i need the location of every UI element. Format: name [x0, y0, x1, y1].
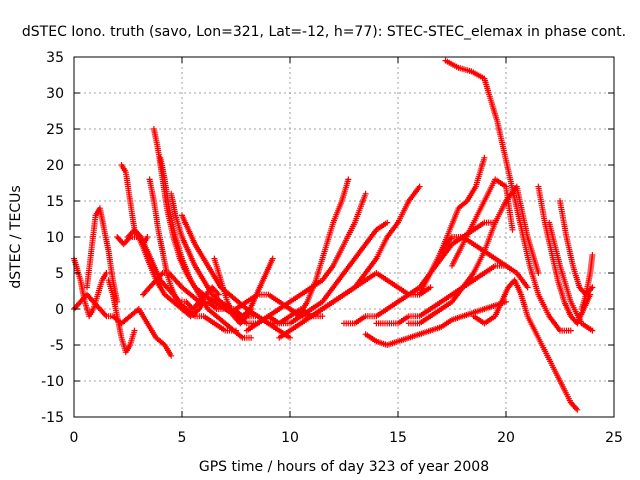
- series-markers: [546, 219, 596, 334]
- x-tick-label: 25: [605, 430, 623, 446]
- y-tick-labels: -15 -10 -5 0 5 10 15 20 25 30 35: [41, 50, 64, 426]
- data-markers: [71, 57, 596, 413]
- chart-title: dSTEC Iono. truth (savo, Lon=321, Lat=-1…: [22, 24, 626, 40]
- x-tick-label: 0: [70, 430, 79, 446]
- series-16: [243, 190, 369, 334]
- y-tick-label: 20: [46, 158, 64, 174]
- series-21: [362, 298, 509, 348]
- series-4: [105, 277, 138, 356]
- y-tick-label: 35: [46, 50, 64, 66]
- y-tick-label: 15: [46, 194, 64, 210]
- x-axis-label: GPS time / hours of day 323 of year 2008: [199, 459, 489, 475]
- x-tick-label: 20: [497, 430, 515, 446]
- series-markers: [405, 183, 542, 327]
- series-markers: [442, 57, 574, 334]
- series-19: [287, 270, 434, 320]
- y-tick-label: 10: [46, 230, 64, 246]
- series-32: [578, 252, 596, 312]
- series-9: [146, 176, 239, 334]
- y-tick-label: 0: [55, 302, 64, 318]
- series-markers: [449, 176, 516, 269]
- y-tick-label: 30: [46, 86, 64, 102]
- y-tick-label: 25: [46, 122, 64, 138]
- series-25: [438, 154, 488, 255]
- series-markers: [157, 154, 255, 341]
- series-2: [84, 205, 121, 305]
- y-tick-label: -5: [50, 338, 64, 354]
- y-tick-label: -10: [41, 374, 64, 390]
- series-11: [157, 154, 255, 341]
- x-tick-label: 10: [281, 430, 299, 446]
- series-29: [535, 183, 594, 327]
- grid-lines: [74, 57, 614, 417]
- axis-ticks: [73, 56, 615, 418]
- series-markers: [105, 277, 138, 356]
- series-27: [442, 57, 574, 334]
- x-tick-label: 15: [389, 430, 407, 446]
- series-markers: [535, 183, 594, 327]
- series-26: [449, 176, 516, 269]
- series-28: [470, 277, 581, 413]
- series-markers: [84, 205, 121, 305]
- series-markers: [362, 298, 509, 348]
- y-tick-label: 5: [55, 266, 64, 282]
- series-31: [546, 219, 596, 334]
- y-tick-label: -15: [41, 410, 64, 426]
- series-markers: [146, 176, 239, 334]
- y-axis-label: dSTEC / TECUs: [8, 185, 24, 288]
- x-tick-labels: 0 5 10 15 20 25: [70, 430, 623, 446]
- series-markers: [438, 154, 488, 255]
- x-tick-label: 5: [178, 430, 187, 446]
- series-markers: [287, 270, 434, 320]
- series-markers: [578, 252, 596, 312]
- series-markers: [470, 277, 581, 413]
- series-23: [405, 183, 542, 327]
- series-markers: [243, 190, 369, 334]
